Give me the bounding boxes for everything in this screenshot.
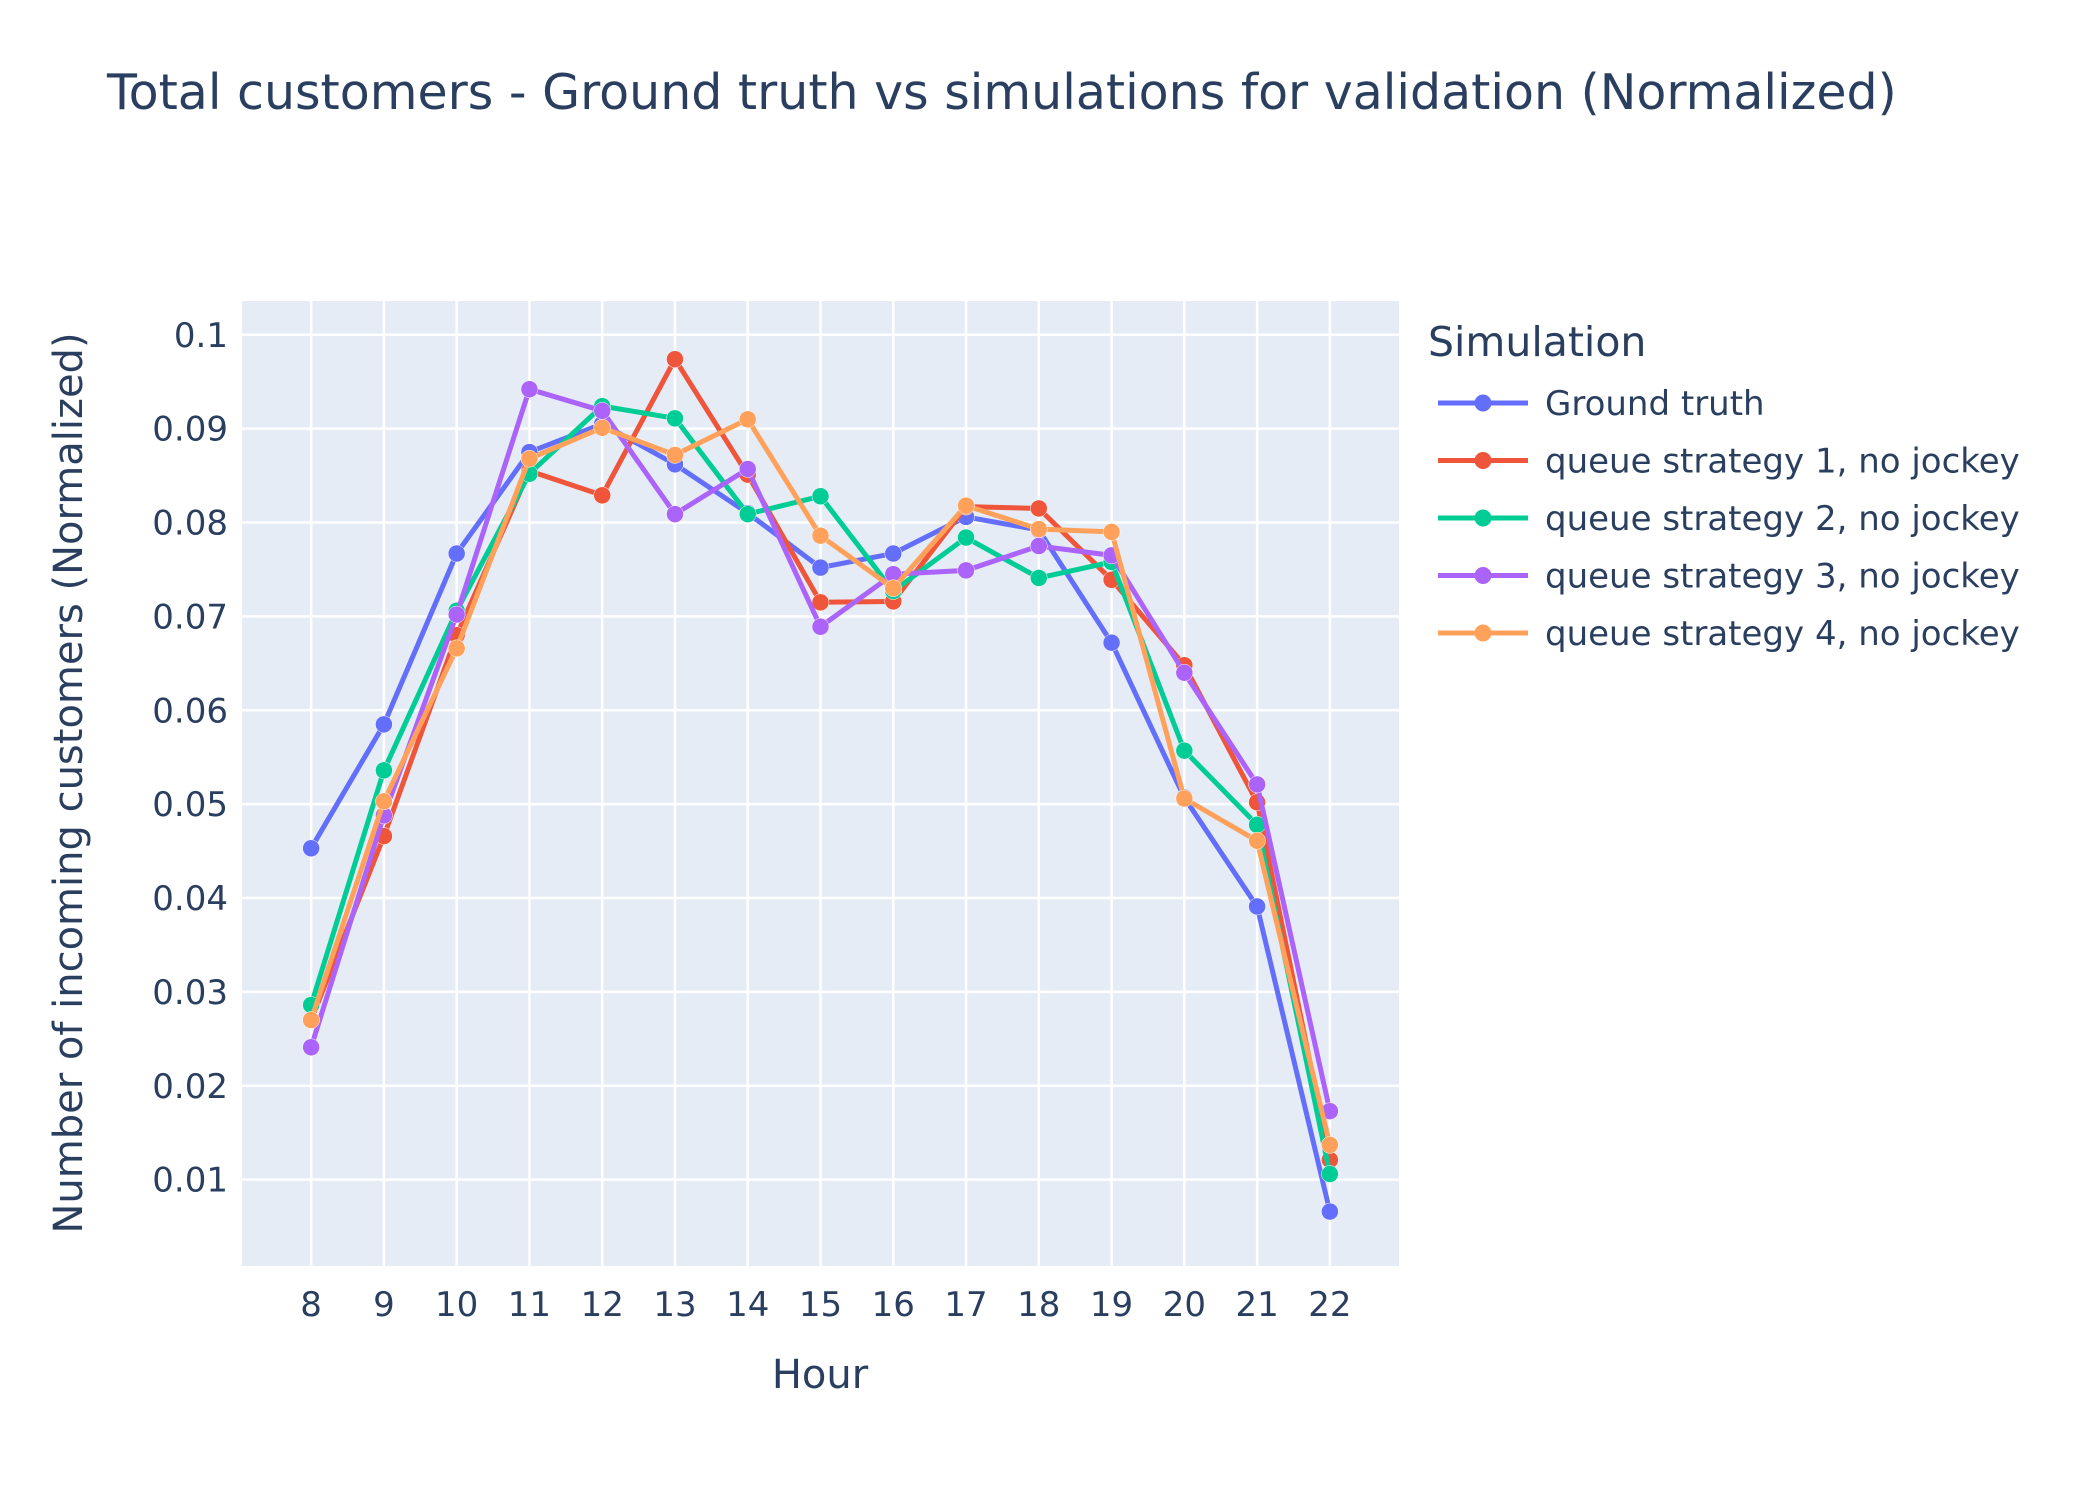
data-point (1248, 775, 1266, 794)
x-tick-label: 14 (726, 1285, 769, 1325)
data-point (1321, 1136, 1339, 1154)
data-point (666, 446, 684, 464)
legend: Simulation Ground truth queue strategy 1,… (1428, 318, 2020, 654)
data-point (1175, 663, 1194, 682)
y-tick-label: 0.04 (152, 879, 228, 919)
y-tick-label: 0.02 (152, 1067, 228, 1107)
x-tick-label: 13 (653, 1285, 696, 1325)
data-point (666, 409, 684, 428)
y-axis-ticks: 0.01 0.02 0.03 0.04 0.05 0.06 0.07 0.08 0.09 0.1 (152, 316, 228, 1201)
data-point (1102, 633, 1121, 652)
data-point (520, 380, 539, 398)
y-tick-label: 0.06 (152, 691, 228, 731)
data-point (375, 792, 393, 811)
legend-item[interactable]: queue strategy 2, no jockey (1438, 499, 2020, 539)
x-tick-label: 18 (1017, 1285, 1060, 1325)
data-point (738, 505, 757, 523)
x-tick-label: 15 (799, 1285, 842, 1325)
chart-title: Total customers - Ground truth vs simula… (106, 64, 1897, 121)
data-point (593, 418, 611, 437)
y-tick-label: 0.05 (152, 785, 228, 825)
data-point (302, 1038, 320, 1057)
data-point (520, 449, 539, 468)
data-point (593, 402, 611, 420)
data-point (1030, 520, 1048, 538)
y-tick-label: 0.09 (152, 410, 228, 450)
x-tick-label: 20 (1163, 1285, 1206, 1325)
legend-items: Ground truth queue strategy 1, no jockey q… (1438, 384, 2020, 654)
x-tick-label: 21 (1235, 1285, 1278, 1325)
data-point (957, 496, 975, 515)
data-point (811, 487, 830, 506)
legend-item[interactable]: queue strategy 1, no jockey (1438, 442, 2020, 482)
y-tick-label: 0.1 (174, 316, 228, 356)
series-3 (302, 397, 1339, 1183)
x-tick-label: 8 (300, 1285, 322, 1325)
x-axis-title: Hour (772, 1352, 869, 1398)
data-point (957, 561, 975, 580)
legend-label: queue strategy 1, no jockey (1545, 442, 2020, 482)
data-point (447, 639, 466, 658)
data-point (447, 605, 466, 624)
legend-item[interactable]: queue strategy 4, no jockey (1438, 614, 2020, 654)
legend-swatch-marker (1474, 452, 1492, 469)
x-axis-ticks: 8 9 10 11 12 13 14 15 16 17 18 19 20 21 22 (300, 1285, 1351, 1325)
data-point (738, 410, 757, 429)
legend-label: queue strategy 2, no jockey (1545, 499, 2020, 539)
x-tick-label: 12 (581, 1285, 624, 1325)
legend-title: Simulation (1428, 318, 1646, 366)
legend-swatch-marker (1474, 394, 1492, 412)
data-point (375, 761, 393, 780)
data-point (811, 526, 830, 545)
x-tick-label: 16 (872, 1285, 915, 1325)
data-point (593, 486, 611, 505)
legend-label: queue strategy 3, no jockey (1545, 557, 2020, 597)
data-point (302, 839, 320, 858)
legend-item[interactable]: Ground truth (1438, 384, 1765, 424)
y-tick-label: 0.01 (152, 1161, 228, 1201)
data-point (1175, 789, 1194, 808)
data-point (1175, 741, 1194, 760)
x-tick-label: 22 (1308, 1285, 1351, 1325)
data-point (375, 715, 393, 734)
x-tick-label: 11 (508, 1285, 551, 1325)
x-tick-label: 19 (1090, 1285, 1133, 1325)
x-tick-label: 9 (373, 1285, 395, 1325)
data-point (1321, 1202, 1339, 1221)
y-tick-label: 0.07 (152, 597, 228, 637)
y-tick-label: 0.03 (152, 973, 228, 1013)
legend-swatch-marker (1474, 509, 1492, 527)
data-point (811, 617, 830, 636)
data-point (1102, 523, 1121, 541)
data-point (1248, 897, 1266, 916)
data-point (447, 544, 466, 563)
data-point (666, 350, 684, 368)
x-tick-label: 10 (435, 1285, 478, 1325)
legend-swatch-marker (1474, 567, 1492, 584)
y-tick-label: 0.08 (152, 504, 228, 544)
legend-swatch-marker (1474, 624, 1492, 642)
data-point (738, 460, 757, 478)
data-point (1030, 569, 1048, 587)
data-point (302, 1011, 320, 1029)
legend-label: Ground truth (1545, 384, 1765, 424)
y-axis-title: Number of incoming customers (Normalized… (46, 332, 92, 1233)
data-point (1030, 499, 1048, 518)
series-layer (302, 350, 1339, 1221)
data-point (666, 505, 684, 523)
data-point (884, 544, 903, 563)
data-point (884, 579, 903, 597)
legend-item[interactable]: queue strategy 3, no jockey (1438, 557, 2020, 597)
legend-label: queue strategy 4, no jockey (1545, 614, 2020, 654)
data-point (1248, 832, 1266, 850)
x-tick-label: 17 (944, 1285, 987, 1325)
data-point (1321, 1165, 1339, 1183)
data-point (1030, 537, 1048, 555)
series-4 (302, 380, 1339, 1120)
data-point (957, 528, 975, 547)
series-5 (302, 410, 1339, 1154)
data-point (811, 558, 830, 577)
